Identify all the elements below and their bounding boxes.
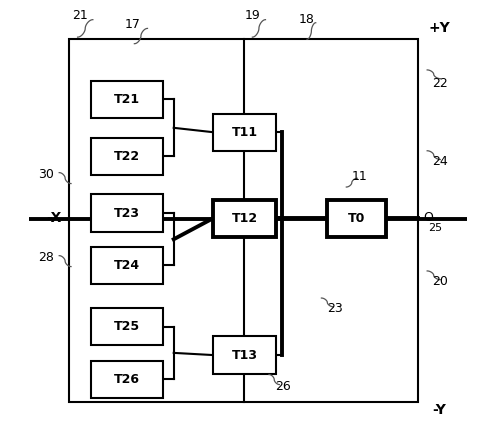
- Text: 21: 21: [72, 9, 88, 22]
- Text: T26: T26: [114, 373, 140, 385]
- Bar: [213, 336, 276, 374]
- Bar: [91, 81, 163, 118]
- Bar: [91, 308, 163, 345]
- Bar: [91, 361, 163, 398]
- Bar: [69, 39, 419, 402]
- Bar: [91, 247, 163, 284]
- Text: T22: T22: [114, 150, 140, 163]
- Text: T13: T13: [232, 349, 258, 361]
- Text: 25: 25: [428, 223, 442, 233]
- Text: 11: 11: [352, 170, 368, 183]
- Text: 18: 18: [299, 13, 315, 26]
- Text: T25: T25: [114, 320, 140, 333]
- Text: T21: T21: [114, 93, 140, 106]
- Text: -X: -X: [46, 212, 61, 225]
- Bar: [213, 114, 276, 151]
- Bar: [213, 200, 276, 237]
- Text: -Y: -Y: [433, 403, 446, 417]
- Text: 23: 23: [327, 302, 343, 315]
- Text: +Y: +Y: [429, 21, 450, 35]
- Text: 24: 24: [433, 155, 448, 168]
- Text: T24: T24: [114, 259, 140, 272]
- Text: T11: T11: [232, 126, 258, 139]
- Text: 22: 22: [433, 76, 448, 90]
- Text: T23: T23: [114, 207, 140, 219]
- Text: 26: 26: [275, 380, 291, 393]
- Text: T0: T0: [348, 212, 365, 225]
- Bar: [91, 138, 163, 175]
- Text: 20: 20: [433, 275, 448, 288]
- Text: 19: 19: [245, 9, 260, 22]
- Text: 17: 17: [124, 17, 140, 31]
- Bar: [91, 194, 163, 232]
- Text: 30: 30: [38, 168, 54, 181]
- Text: 28: 28: [38, 251, 54, 264]
- Bar: [327, 200, 386, 237]
- Text: O: O: [423, 211, 433, 224]
- Text: T12: T12: [232, 212, 258, 225]
